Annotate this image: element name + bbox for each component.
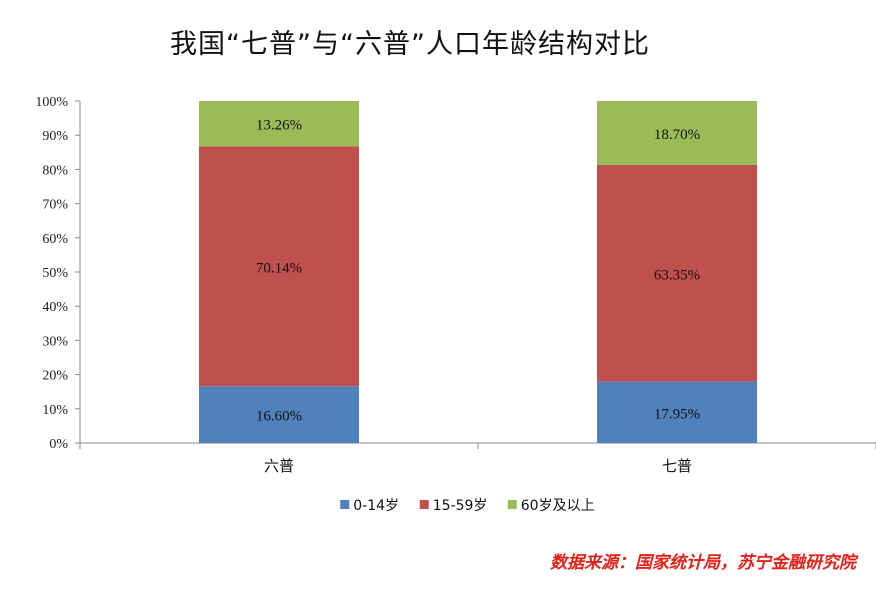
data-label: 13.26% <box>256 118 302 134</box>
bar-segment <box>597 101 757 165</box>
y-tick-label: 100% <box>35 95 68 110</box>
legend-swatch <box>419 500 429 509</box>
bar-segment <box>199 386 359 443</box>
chart-bars: 16.60% 70.14% 13.26% 17.95% 63.35% 18.70% <box>199 101 757 443</box>
legend-label: 60岁及以上 <box>521 498 595 514</box>
chart-title: 我国“七普”与“六普”人口年龄结构对比 <box>170 29 650 60</box>
y-tick-label: 20% <box>42 369 68 384</box>
legend-label: 0-14岁 <box>353 498 399 514</box>
x-tick-label: 七普 <box>662 457 692 475</box>
chart-legend: 0-14岁 15-59岁 60岁及以上 <box>340 498 595 514</box>
y-tick-label: 10% <box>42 403 68 418</box>
bar-segment <box>199 101 359 147</box>
data-label: 70.14% <box>256 260 302 276</box>
data-label: 16.60% <box>256 409 302 425</box>
bar-segment <box>597 381 757 443</box>
data-label: 18.70% <box>654 127 700 143</box>
legend-swatch <box>507 500 517 509</box>
y-tick-label: 0% <box>49 437 68 452</box>
y-tick-label: 40% <box>42 300 68 315</box>
legend-swatch <box>340 500 350 509</box>
y-tick-label: 70% <box>42 198 68 213</box>
data-label: 17.95% <box>654 406 700 422</box>
y-tick-label: 60% <box>42 232 68 247</box>
y-tick-label: 50% <box>42 266 68 281</box>
source-note: 数据来源：国家统计局，苏宁金融研究院 <box>550 553 856 573</box>
legend-label: 15-59岁 <box>433 498 488 514</box>
x-tick-label: 六普 <box>264 457 294 475</box>
bar-segment <box>597 164 757 382</box>
y-tick-label: 80% <box>42 163 68 178</box>
y-tick-label: 90% <box>42 129 68 144</box>
y-tick-label: 30% <box>42 334 68 349</box>
data-label: 63.35% <box>654 267 700 283</box>
bar-segment <box>199 146 359 387</box>
